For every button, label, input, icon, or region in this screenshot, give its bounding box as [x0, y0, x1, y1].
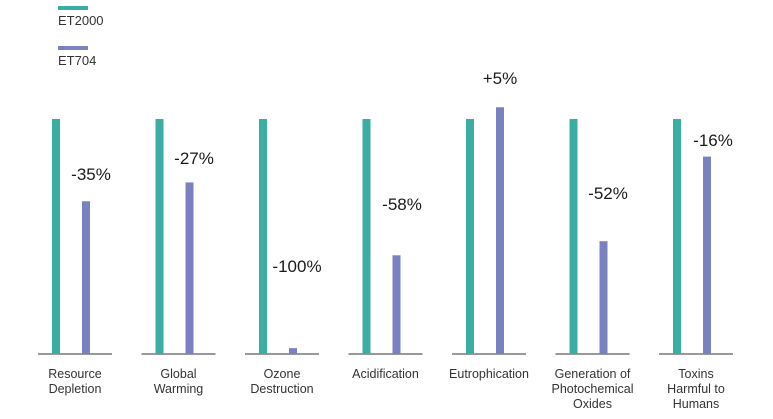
bar-et704-1 — [185, 182, 194, 354]
bar-et704-5 — [599, 241, 608, 354]
percent-label: -35% — [71, 165, 111, 184]
bar-et704-6 — [703, 156, 711, 354]
category-label: Eutrophication — [449, 367, 529, 381]
bar-et2000-6 — [673, 119, 681, 354]
percent-label: -52% — [588, 184, 628, 203]
bars — [52, 107, 711, 354]
legend-label-et704: ET704 — [58, 53, 96, 68]
legend-label-et2000: ET2000 — [58, 13, 104, 28]
bar-et2000-4 — [466, 119, 474, 354]
bar-et2000-2 — [259, 119, 267, 354]
percent-labels: -35% -27% -100% -58% +5% -52% -16% — [71, 69, 733, 276]
legend-swatch-et704 — [58, 46, 88, 50]
category-label: Global Warming — [154, 367, 204, 396]
legend: ET2000 ET704 — [58, 6, 104, 68]
bar-et2000-5 — [569, 119, 578, 354]
bar-et704-2 — [289, 348, 297, 354]
bar-et2000-1 — [155, 119, 164, 354]
percent-label: -58% — [382, 195, 422, 214]
category-label: Toxins Harmful to Humans — [667, 367, 725, 411]
percent-label: -100% — [272, 257, 321, 276]
percent-label: -27% — [174, 149, 214, 168]
category-label: Generation of Photochemical Oxides — [552, 367, 634, 411]
percent-label: +5% — [483, 69, 518, 88]
bar-et2000-3 — [362, 119, 371, 354]
percent-label: -16% — [693, 131, 733, 150]
category-label: Resource Depletion — [48, 367, 102, 396]
bar-et704-4 — [496, 107, 504, 354]
legend-swatch-et2000 — [58, 6, 88, 10]
bar-et2000-0 — [52, 119, 60, 354]
bar-et704-3 — [392, 255, 401, 354]
category-label: Acidification — [352, 367, 419, 381]
category-labels: Resource Depletion Global Warming Ozone Destr… — [48, 367, 725, 411]
bar-et704-0 — [82, 201, 90, 354]
category-label: Ozone Destruction — [250, 367, 313, 396]
